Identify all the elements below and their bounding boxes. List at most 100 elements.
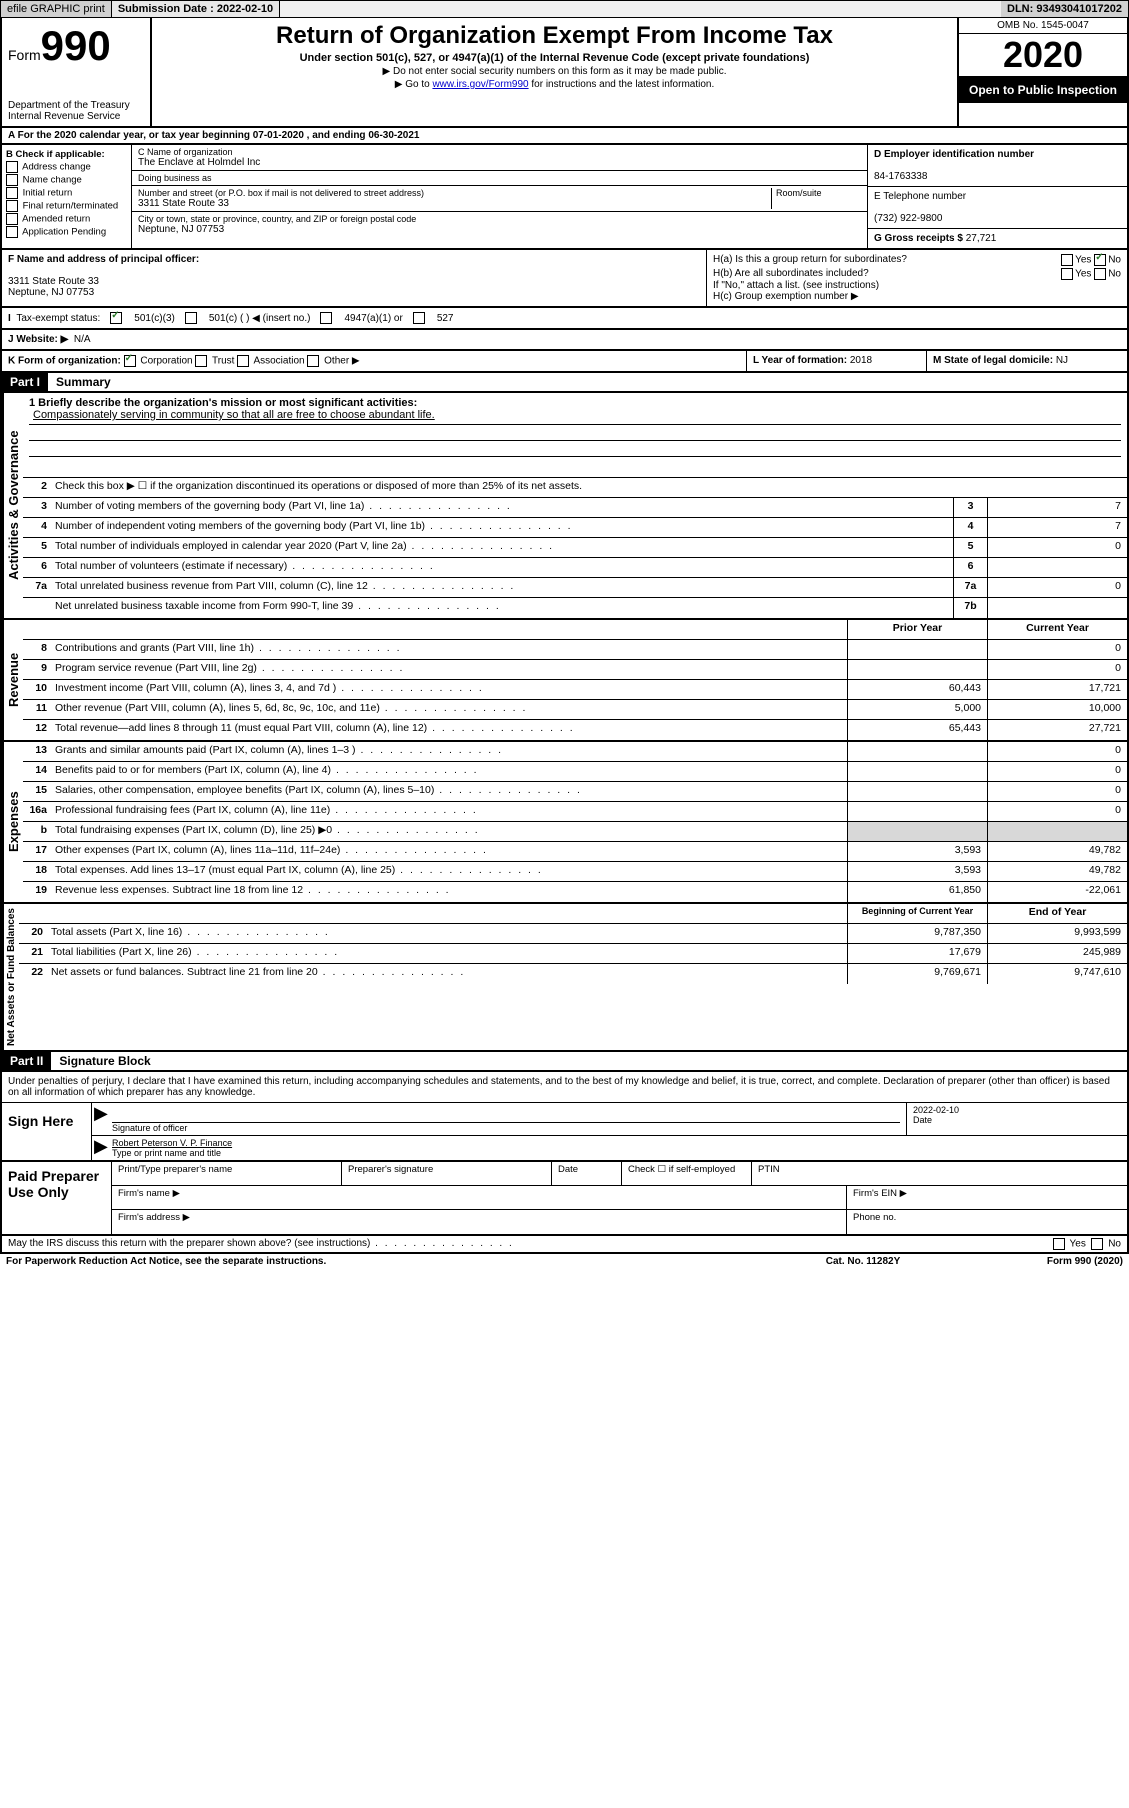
- col-c: C Name of organization The Enclave at Ho…: [132, 145, 867, 248]
- preparer-name-label: Print/Type preparer's name: [112, 1162, 342, 1185]
- part2-title: Signature Block: [51, 1052, 158, 1070]
- section-revenue: Revenue Prior Year Current Year 8Contrib…: [0, 620, 1129, 742]
- header-mid: Return of Organization Exempt From Incom…: [152, 18, 957, 126]
- bottom-line: For Paperwork Reduction Act Notice, see …: [0, 1254, 1129, 1269]
- k-form-org: K Form of organization: Corporation Trus…: [2, 351, 747, 371]
- hb-note: If "No," attach a list. (see instruction…: [713, 280, 1121, 291]
- cat-no: Cat. No. 11282Y: [763, 1256, 963, 1267]
- discuss-no[interactable]: [1091, 1238, 1103, 1250]
- ha-yes[interactable]: [1061, 254, 1073, 266]
- public-inspection: Open to Public Inspection: [959, 77, 1127, 103]
- table-row: bTotal fundraising expenses (Part IX, co…: [23, 822, 1127, 842]
- table-row: 10Investment income (Part VIII, column (…: [23, 680, 1127, 700]
- table-row: 6Total number of volunteers (estimate if…: [23, 558, 1127, 578]
- table-row: 3Number of voting members of the governi…: [23, 498, 1127, 518]
- discuss-label: May the IRS discuss this return with the…: [8, 1238, 1053, 1250]
- dba-label: Doing business as: [138, 173, 212, 183]
- chk-assoc[interactable]: [237, 355, 249, 367]
- hb-no[interactable]: [1094, 268, 1106, 280]
- city-label: City or town, state or province, country…: [138, 214, 861, 224]
- table-row: 9Program service revenue (Part VIII, lin…: [23, 660, 1127, 680]
- revenue-header: Prior Year Current Year: [23, 620, 1127, 640]
- chk-final-return[interactable]: Final return/terminated: [6, 200, 127, 212]
- table-row: 11Other revenue (Part VIII, column (A), …: [23, 700, 1127, 720]
- submission-date: Submission Date : 2022-02-10: [112, 1, 280, 17]
- pra-notice: For Paperwork Reduction Act Notice, see …: [6, 1256, 763, 1267]
- table-row: 22Net assets or fund balances. Subtract …: [19, 964, 1127, 984]
- ha-no[interactable]: [1094, 254, 1106, 266]
- name-title-label: Type or print name and title: [112, 1148, 221, 1158]
- sign-here-label: Sign Here: [2, 1103, 92, 1160]
- self-employed-check[interactable]: Check ☐ if self-employed: [622, 1162, 752, 1185]
- sig-date-label: Date: [913, 1115, 932, 1125]
- part1-badge: Part I: [2, 373, 48, 391]
- header-left: Form990 Department of the Treasury Inter…: [2, 18, 152, 126]
- firm-addr-label: Firm's address ▶: [112, 1210, 847, 1234]
- table-row: 18Total expenses. Add lines 13–17 (must …: [23, 862, 1127, 882]
- chk-527[interactable]: [413, 312, 425, 324]
- chk-trust[interactable]: [195, 355, 207, 367]
- chk-app-pending[interactable]: Application Pending: [6, 226, 127, 238]
- chk-name-change[interactable]: Name change: [6, 174, 127, 186]
- firm-name-label: Firm's name ▶: [112, 1186, 847, 1209]
- ein-value: 84-1763338: [874, 171, 927, 182]
- header-right: OMB No. 1545-0047 2020 Open to Public In…: [957, 18, 1127, 126]
- part1-title: Summary: [48, 373, 119, 391]
- chk-other[interactable]: [307, 355, 319, 367]
- l-year-formation: L Year of formation: 2018: [747, 351, 927, 371]
- part1-header: Part I Summary: [0, 373, 1129, 393]
- form-subtitle: Under section 501(c), 527, or 4947(a)(1)…: [160, 52, 949, 64]
- table-row: 14Benefits paid to or for members (Part …: [23, 762, 1127, 782]
- efile-label: efile GRAPHIC print: [1, 1, 112, 17]
- chk-amended[interactable]: Amended return: [6, 213, 127, 225]
- chk-initial-return[interactable]: Initial return: [6, 187, 127, 199]
- ein-block: D Employer identification number 84-1763…: [868, 145, 1127, 187]
- sig-arrow-icon: ▶: [92, 1136, 106, 1160]
- officer-name: Robert Peterson V. P. Finance: [112, 1138, 1121, 1148]
- row-j-website: J Website: ▶ N/A: [0, 330, 1129, 351]
- gross-receipts: G Gross receipts $ 27,721: [868, 229, 1127, 248]
- tax-year: 2020: [959, 34, 1127, 77]
- city-state-zip: Neptune, NJ 07753: [138, 224, 861, 235]
- firm-phone-label: Phone no.: [847, 1210, 1127, 1234]
- phone-block: E Telephone number (732) 922-9800: [868, 187, 1127, 229]
- chk-501c[interactable]: [185, 312, 197, 324]
- table-row: 21Total liabilities (Part X, line 26)17,…: [19, 944, 1127, 964]
- label-governance: Activities & Governance: [2, 393, 23, 618]
- chk-address-change[interactable]: Address change: [6, 161, 127, 173]
- form-title: Return of Organization Exempt From Incom…: [160, 22, 949, 50]
- sig-arrow-icon: ▶: [92, 1103, 106, 1135]
- chk-corp[interactable]: [124, 355, 136, 367]
- row-klm: K Form of organization: Corporation Trus…: [0, 351, 1129, 373]
- table-row: 12Total revenue—add lines 8 through 11 (…: [23, 720, 1127, 740]
- table-row: 16aProfessional fundraising fees (Part I…: [23, 802, 1127, 822]
- table-row: 13Grants and similar amounts paid (Part …: [23, 742, 1127, 762]
- chk-501c3[interactable]: [110, 312, 122, 324]
- street-label: Number and street (or P.O. box if mail i…: [138, 188, 771, 198]
- ptin-label: PTIN: [752, 1162, 1127, 1185]
- dln: DLN: 93493041017202: [1001, 1, 1128, 17]
- mission-text: Compassionately serving in community so …: [29, 409, 1121, 425]
- col-b-checkboxes: B Check if applicable: Address change Na…: [2, 145, 132, 248]
- part2-badge: Part II: [2, 1052, 51, 1070]
- mid-block: B Check if applicable: Address change Na…: [0, 145, 1129, 250]
- sig-date: 2022-02-10: [913, 1105, 1121, 1115]
- ssn-note: ▶ Do not enter social security numbers o…: [160, 66, 949, 77]
- form-footer: Form 990 (2020): [963, 1256, 1123, 1267]
- table-row: 17Other expenses (Part IX, column (A), l…: [23, 842, 1127, 862]
- preparer-date-label: Date: [552, 1162, 622, 1185]
- col-right: D Employer identification number 84-1763…: [867, 145, 1127, 248]
- irs-label: Internal Revenue Service: [8, 111, 144, 122]
- chk-4947[interactable]: [320, 312, 332, 324]
- firm-ein-label: Firm's EIN ▶: [847, 1186, 1127, 1209]
- ha-label: H(a) Is this a group return for subordin…: [713, 254, 907, 266]
- form990-link[interactable]: www.irs.gov/Form990: [432, 79, 528, 90]
- table-row: 20Total assets (Part X, line 16)9,787,35…: [19, 924, 1127, 944]
- phone-value: (732) 922-9800: [874, 213, 942, 224]
- hb-yes[interactable]: [1061, 268, 1073, 280]
- discuss-yes[interactable]: [1053, 1238, 1065, 1250]
- org-name-label: C Name of organization: [138, 147, 861, 157]
- line2: 2 Check this box ▶ ☐ if the organization…: [23, 478, 1127, 498]
- sig-officer-label: Signature of officer: [112, 1123, 187, 1133]
- org-name: The Enclave at Holmdel Inc: [138, 157, 861, 168]
